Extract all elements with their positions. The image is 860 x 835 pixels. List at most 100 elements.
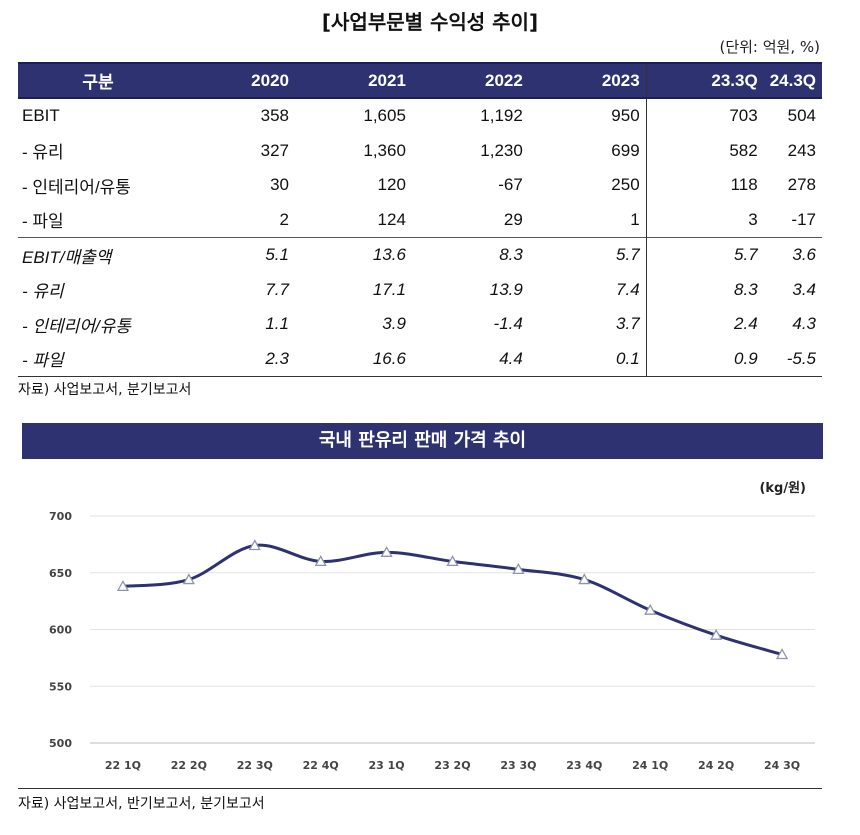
data-point [512,563,525,574]
row-label: EBIT [22,106,60,126]
unit-note: (단위: 억원, %) [719,38,820,56]
y-tick-label: 500 [49,737,72,750]
table-cell: 1,360 [363,140,406,160]
table-cell: 1,230 [480,140,523,160]
table-cell: 30 [270,175,289,195]
table-cell: 3.6 [763,237,822,273]
table-cell: 4.3 [792,314,816,334]
x-tick-label: 22 1Q [105,759,141,772]
header-cell: 2021 [294,62,412,99]
header-cell: 23.3Q [646,62,764,99]
x-tick-label: 24 3Q [764,759,800,772]
header-cell: 구분 [18,62,179,99]
table-row: - 유리 327 1,360 1,230 699 582 243 [18,133,822,168]
header-cell: 2022 [411,62,529,99]
table-cell: 8.3 [734,279,758,299]
x-tick-label: 23 3Q [500,759,536,772]
data-point [710,628,723,640]
x-tick-label: 24 2Q [698,759,734,772]
table-row: - 인테리어/유통 1.1 3.9 -1.4 3.7 2.4 4.3 [18,307,822,342]
chart-bottom-rule [18,788,822,789]
table-cell: 13.9 [489,279,523,299]
table-row: EBIT/매출액 5.1 13.6 8.3 5.7 5.7 3.6 [18,237,822,273]
table-cell: 1,192 [480,106,523,126]
table-cell: 504 [787,106,816,126]
table-cell: 3 [748,209,758,229]
table-cell: 250 [528,168,647,203]
y-tick-label: 550 [49,680,72,693]
table-cell: 2.3 [178,341,295,377]
table-cell: 358 [260,106,289,126]
table-cell: 1.1 [265,314,289,334]
row-label: - 인테리어/유통 [22,316,131,336]
table-cell: 0.1 [528,341,647,377]
x-tick-label: 22 3Q [237,759,273,772]
table-cell: -5.5 [763,341,822,377]
row-label: - 유리 [22,282,64,302]
data-point [182,573,195,585]
profitability-table: 구분 2020 2021 2022 2023 23.3Q 24.3Q EBIT 3… [18,62,822,377]
x-tick-label: 22 4Q [303,759,339,772]
table-row: - 파일 2.3 16.6 4.4 0.1 0.9 -5.5 [18,341,822,377]
table-cell: 950 [528,98,647,134]
chart-source: 자료) 사업보고서, 반기보고서, 분기보고서 [18,796,265,812]
table-cell: 5.1 [178,237,295,273]
table-cell: 13.6 [294,237,412,273]
table-cell: -17 [791,209,816,229]
table-row: EBIT 358 1,605 1,192 950 703 504 [18,98,822,134]
table-cell: 5.7 [528,237,647,273]
table-cell: 2.4 [734,314,758,334]
data-point [248,539,261,551]
table-cell: 5.7 [646,237,764,273]
unit-label: (kg/원) [759,481,806,496]
data-point [314,555,327,567]
table-cell: 243 [787,140,816,160]
table-cell: 582 [729,140,758,160]
row-label: - 파일 [18,341,179,377]
x-tick-label: 23 4Q [566,759,602,772]
y-tick-label: 600 [49,624,72,637]
row-label: - 유리 [22,143,64,163]
header-cell: 2020 [178,62,295,99]
table-row: - 인테리어/유통 30 120 -67 250 118 278 [18,168,822,203]
table-cell: -1.4 [493,314,523,334]
table-cell: 7.7 [265,279,289,299]
table-cell: -67 [498,175,523,195]
table-cell: 17.1 [372,279,406,299]
table-row: - 유리 7.7 17.1 13.9 7.4 8.3 3.4 [18,272,822,307]
x-tick-label: 24 1Q [632,759,668,772]
data-point [116,580,130,592]
table-source: 자료) 사업보고서, 분기보고서 [18,382,192,398]
table-cell: 3.4 [792,279,816,299]
table-header-row: 구분 2020 2021 2022 2023 23.3Q 24.3Q [18,62,822,99]
table-cell: 3.7 [528,307,647,342]
table-cell: 118 [730,175,758,195]
table-cell: 120 [377,175,406,195]
x-tick-label: 23 2Q [434,759,470,772]
row-label: - 인테리어/유통 [22,177,131,197]
x-tick-label: 23 1Q [369,759,405,772]
data-point [578,573,591,585]
table-cell: 124 [377,209,406,229]
header-cell: 24.3Q [763,62,822,99]
table-cell: 7.4 [528,272,647,307]
table-cell: 1 [528,202,647,238]
header-cell: 2023 [528,62,647,99]
table-cell: 703 [729,106,758,126]
price-line-chart: (kg/원) 500 550 600 650 700 22 1Q 22 2Q 22 3Q 22 4… [49,481,815,772]
table-cell: 2 [279,209,289,229]
table-cell: 0.9 [646,341,764,377]
table-row: - 파일 2 124 29 1 3 -17 [18,202,822,238]
chart-title: 국내 판유리 판매 가격 추이 [22,423,823,459]
table-cell: 278 [787,175,816,195]
table-cell: 327 [260,140,289,160]
table-title: [사업부문별 수익성 추이] [321,10,539,34]
table-cell: 4.4 [411,341,529,377]
table-cell: 16.6 [294,341,412,377]
y-tick-label: 700 [49,510,72,523]
table-cell: 8.3 [411,237,529,273]
table-cell: 699 [528,133,647,168]
table-cell: 1,605 [363,106,406,126]
data-point [644,603,657,615]
row-label: - 파일 [22,212,64,232]
